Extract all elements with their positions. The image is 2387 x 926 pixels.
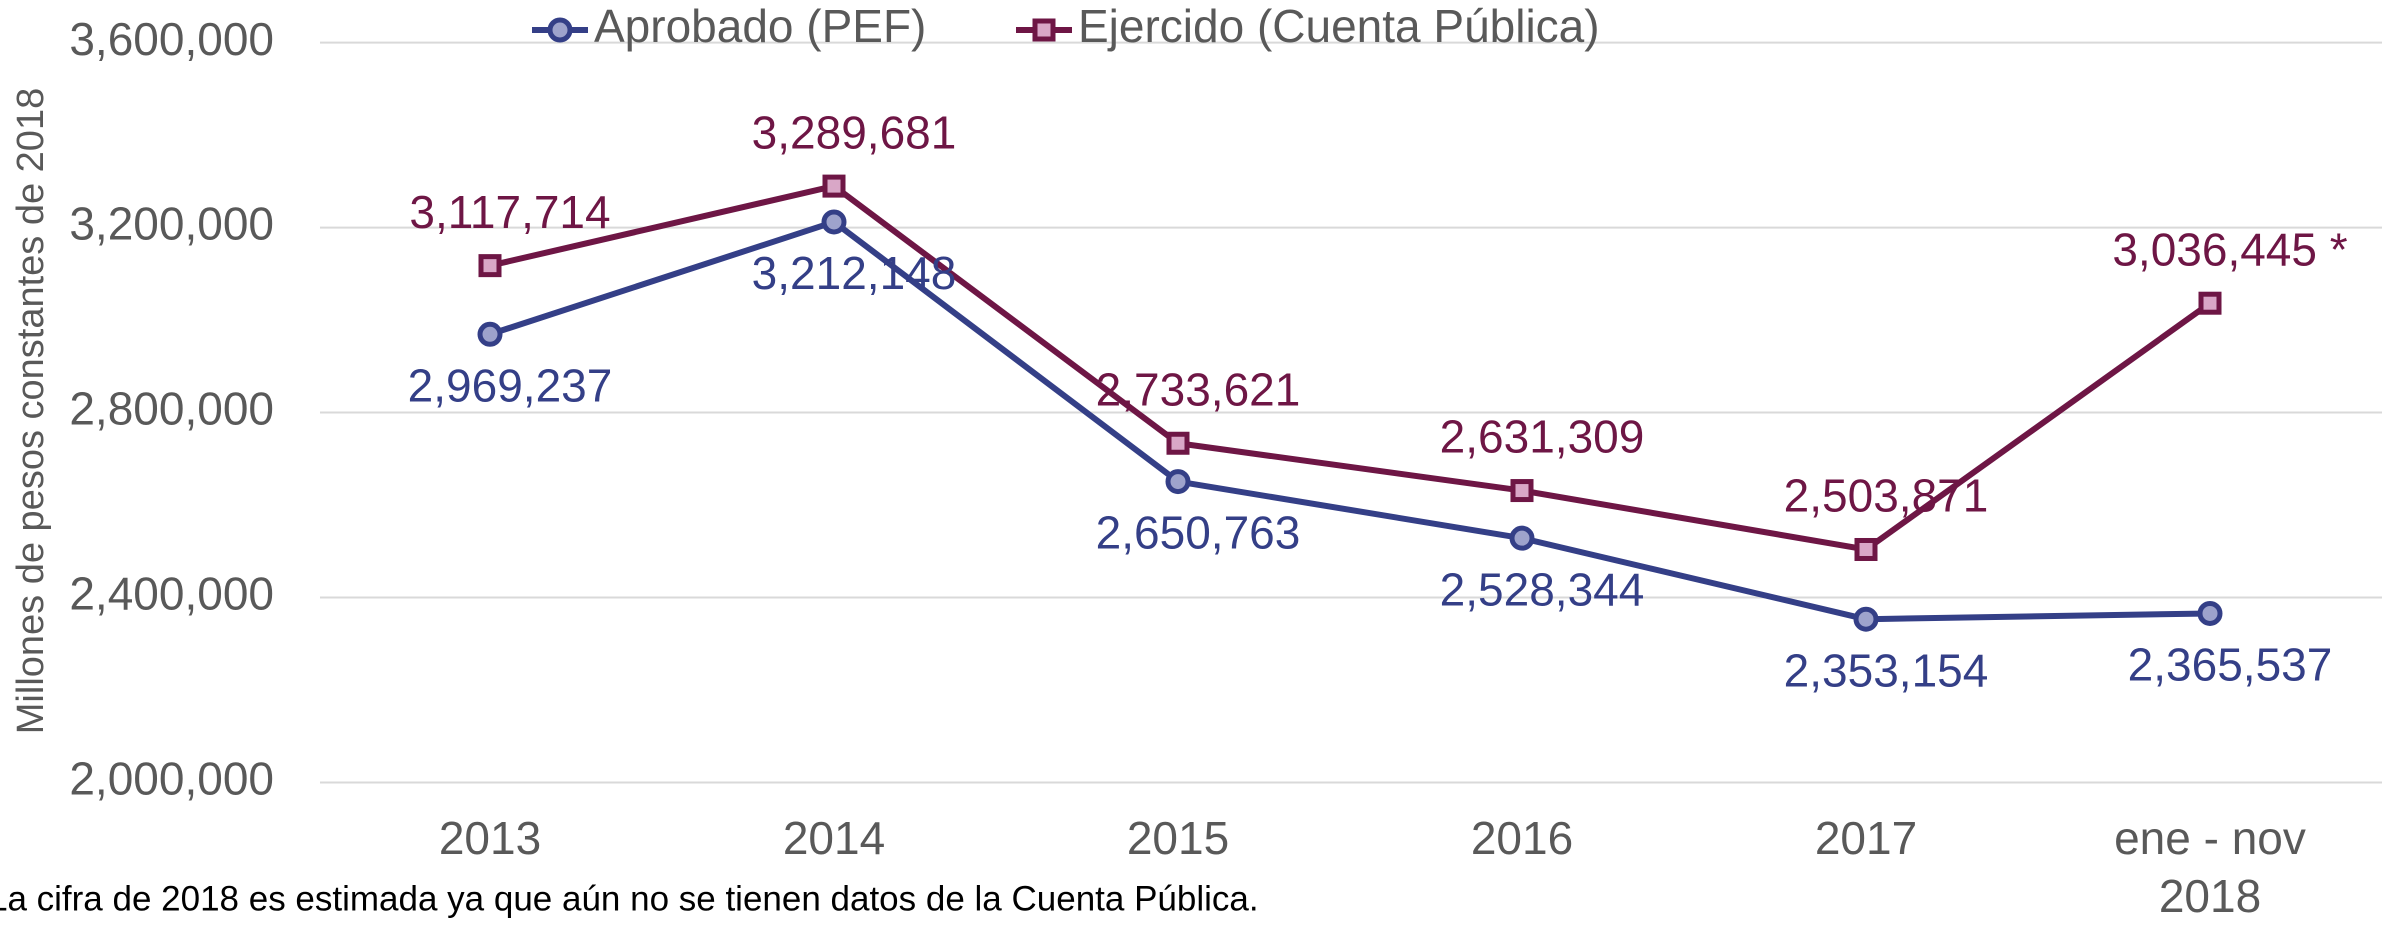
data-label: 2,353,154 xyxy=(1784,644,1989,696)
data-label: 3,036,445 * xyxy=(2112,223,2347,275)
data-label: 2,528,344 xyxy=(1440,563,1645,615)
marker xyxy=(1165,469,1191,495)
data-label: 2,733,621 xyxy=(1096,363,1301,415)
legend-label: Aprobado (PEF) xyxy=(594,0,926,52)
data-label: 2,631,309 xyxy=(1440,411,1645,463)
data-label: 3,212,148 xyxy=(752,247,957,299)
marker xyxy=(2198,291,2222,315)
footnote: La cifra de 2018 es estimada ya que aún … xyxy=(0,879,1259,918)
data-label: 2,650,763 xyxy=(1096,507,1301,559)
y-tick-label: 2,000,000 xyxy=(69,753,274,805)
series-line xyxy=(489,218,2211,623)
data-label: 2,503,871 xyxy=(1784,470,1989,522)
y-tick-label: 3,200,000 xyxy=(69,198,274,250)
data-label: 2,969,237 xyxy=(408,359,613,411)
x-tick-label: 2015 xyxy=(1127,812,1229,864)
y-tick-label: 2,800,000 xyxy=(69,383,274,435)
marker xyxy=(547,17,573,43)
x-tick-label: 2017 xyxy=(1815,812,1917,864)
data-label: 2,365,537 xyxy=(2128,639,2333,691)
marker xyxy=(477,321,503,347)
marker xyxy=(1853,606,1879,632)
marker xyxy=(478,254,502,278)
marker xyxy=(1510,479,1534,503)
marker xyxy=(822,174,846,198)
x-tick-label: 2013 xyxy=(439,812,541,864)
legend-label: Ejercido (Cuenta Pública) xyxy=(1078,0,1600,52)
data-label: 3,289,681 xyxy=(752,106,957,158)
marker xyxy=(1854,537,1878,561)
marker xyxy=(1166,431,1190,455)
x-tick-label: ene - nov 2018 xyxy=(2114,812,2306,921)
marker xyxy=(1032,18,1056,42)
y-tick-label: 2,400,000 xyxy=(69,568,274,620)
series-line xyxy=(489,182,2212,553)
y-tick-label: 3,600,000 xyxy=(69,13,274,65)
y-axis-label: Millones de pesos constantes de 2018 xyxy=(10,88,52,734)
data-label: 3,117,714 xyxy=(409,186,610,238)
x-tick-label: 2016 xyxy=(1471,812,1573,864)
marker xyxy=(1509,525,1535,551)
marker xyxy=(2197,600,2223,626)
marker xyxy=(821,209,847,235)
x-tick-label: 2014 xyxy=(783,812,885,864)
